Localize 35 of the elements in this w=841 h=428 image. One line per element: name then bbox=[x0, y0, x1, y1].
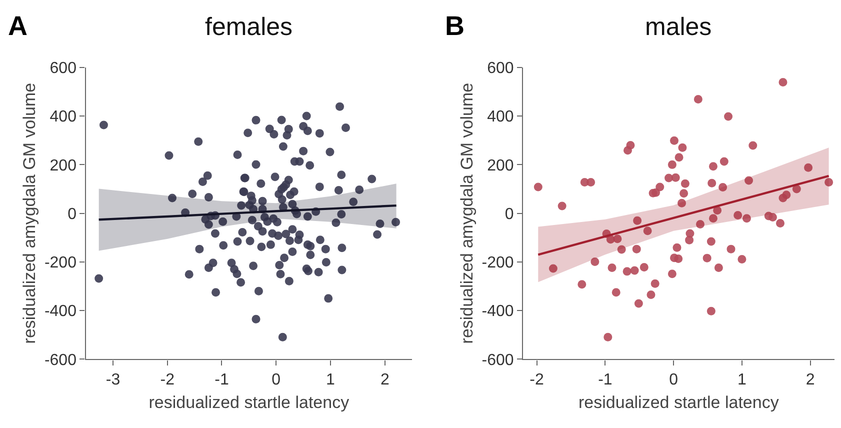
x-tick-label: 0 bbox=[272, 372, 281, 389]
y-axis-title: residualized amygdala GM volume bbox=[457, 82, 476, 344]
line-series bbox=[98, 204, 398, 221]
y-tick-label: 400 bbox=[50, 108, 77, 126]
y-tick-label: -400 bbox=[482, 303, 514, 320]
x-tick-label: 1 bbox=[737, 372, 746, 389]
x-tick-label: -1 bbox=[214, 372, 229, 389]
y-tick-label: 600 bbox=[487, 60, 514, 78]
y-tick-label: -400 bbox=[44, 303, 77, 320]
y-tick-label: -600 bbox=[44, 352, 77, 369]
y-tick-label: 400 bbox=[487, 108, 514, 126]
x-tick-label: 0 bbox=[669, 372, 678, 389]
y-axis-title: residualized amygdala GM volume bbox=[20, 82, 39, 344]
x-tick-label: 2 bbox=[380, 372, 390, 389]
y-tick-label: 0 bbox=[68, 206, 77, 223]
x-tick-label: -2 bbox=[160, 372, 175, 389]
x-tick-label: 2 bbox=[806, 372, 815, 389]
text: B bbox=[445, 11, 464, 41]
x-tick-label: -3 bbox=[106, 372, 120, 389]
text: A bbox=[8, 11, 28, 41]
y-tick-label: -600 bbox=[482, 352, 514, 369]
y-tick-label: 600 bbox=[50, 60, 77, 78]
x-axis-title: residualized startle latency bbox=[578, 392, 780, 412]
x-axis-title: residualized startle latency bbox=[148, 392, 350, 412]
chart-title: males bbox=[645, 13, 712, 41]
x-tick-label: -1 bbox=[598, 372, 612, 389]
chart-title: females bbox=[205, 13, 293, 41]
y-tick-label: 200 bbox=[487, 157, 514, 174]
line-series bbox=[537, 174, 830, 256]
x-tick-label: 1 bbox=[326, 372, 336, 389]
y-tick-label: 200 bbox=[50, 157, 77, 174]
x-tick-label: -2 bbox=[530, 372, 544, 389]
y-tick-label: -200 bbox=[44, 254, 77, 272]
y-tick-label: -200 bbox=[482, 254, 514, 272]
y-tick-label: 0 bbox=[504, 206, 514, 223]
